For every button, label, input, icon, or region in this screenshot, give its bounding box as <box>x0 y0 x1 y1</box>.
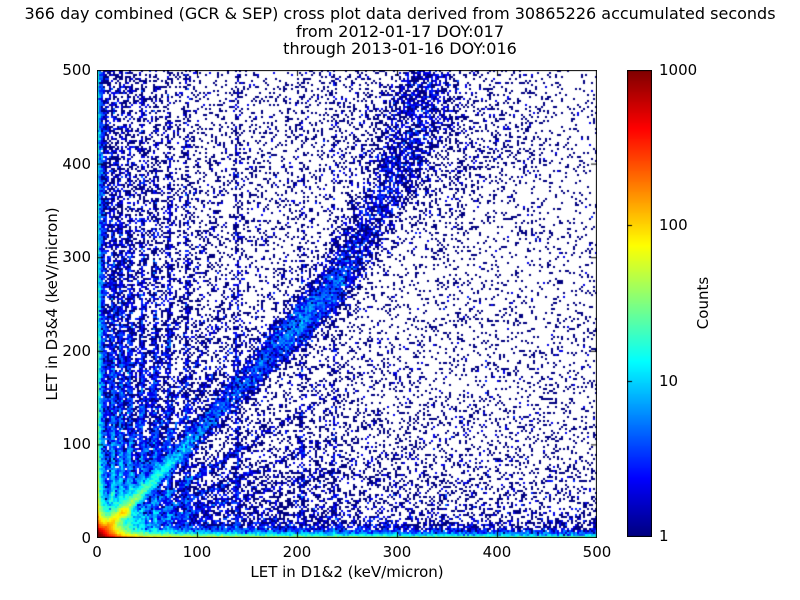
colorbar-label: Counts <box>694 276 712 330</box>
x-tick-label: 500 <box>582 543 612 561</box>
x-tick-label: 100 <box>182 543 212 561</box>
colorbar-gradient <box>627 70 652 537</box>
colorbar-tick-label: 1000 <box>659 61 698 79</box>
x-tick-label: 200 <box>282 543 312 561</box>
y-tick-label: 0 <box>81 529 91 547</box>
plot-title-line-2: from 2012-01-17 DOY:017 <box>295 22 504 41</box>
plot-title-line-3: through 2013-01-16 DOY:016 <box>283 39 517 58</box>
x-tick-label: 0 <box>92 543 102 561</box>
x-axis-label: LET in D1&2 (keV/micron) <box>250 563 444 581</box>
colorbar-tick-label: 100 <box>659 216 688 235</box>
plot-title-line-1: 366 day combined (GCR & SEP) cross plot … <box>24 4 776 23</box>
y-tick-label: 200 <box>62 341 91 360</box>
scatter-plot-canvas <box>97 70 597 538</box>
colorbar-tick-label: 10 <box>659 371 679 390</box>
y-tick-label: 400 <box>62 154 91 173</box>
x-tick-label: 300 <box>382 543 412 561</box>
colorbar-tick-label: 1 <box>659 527 669 545</box>
y-axis-label: LET in D3&4 (keV/micron) <box>43 207 61 401</box>
x-tick-label: 400 <box>482 543 512 561</box>
y-tick-label: 300 <box>62 248 91 267</box>
y-tick-label: 500 <box>62 61 91 79</box>
y-tick-label: 100 <box>62 435 91 454</box>
